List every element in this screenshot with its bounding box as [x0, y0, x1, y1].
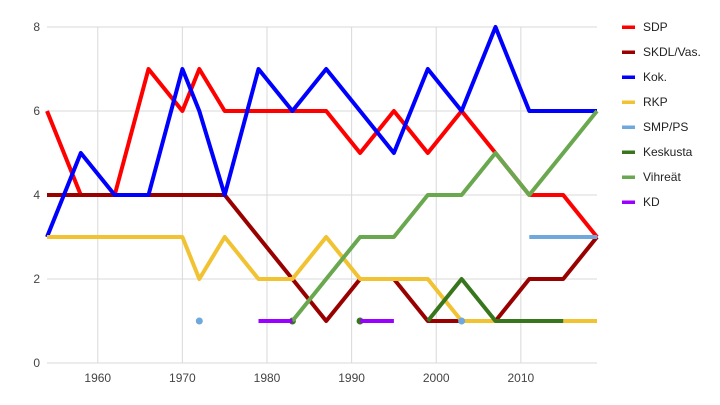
x-tick-label: 2010 [507, 371, 534, 385]
legend-swatch [622, 200, 635, 204]
legend-item[interactable]: Keskusta [622, 145, 693, 159]
data-point [458, 317, 466, 325]
legend-swatch [622, 25, 635, 29]
legend-item[interactable]: Kok. [622, 70, 667, 84]
legend-label: KD [643, 195, 660, 209]
legend-label: SKDL/Vas. [643, 45, 701, 59]
legend-label: Kok. [643, 70, 667, 84]
legend-swatch [622, 50, 635, 54]
y-tick-label: 8 [33, 20, 40, 34]
x-axis-ticks: 1960 1970 1980 1990 2000 2010 [84, 371, 534, 385]
y-tick-label: 6 [33, 104, 40, 118]
series-smp-ps [195, 235, 597, 325]
x-tick-label: 1980 [254, 371, 281, 385]
legend-label: SDP [643, 20, 668, 34]
y-tick-label: 2 [33, 272, 40, 286]
series-line [290, 109, 599, 323]
x-tick-label: 1960 [84, 371, 111, 385]
y-axis-ticks: 0 2 4 6 8 [33, 20, 40, 370]
legend: SDP SKDL/Vas. Kok. RKP SMP/PS Keskusta Vihreät… [622, 20, 701, 209]
x-tick-label: 1990 [338, 371, 365, 385]
legend-item[interactable]: SDP [622, 20, 668, 34]
series-line [47, 193, 599, 323]
series-sdp [45, 67, 599, 239]
series-line [45, 25, 597, 238]
legend-swatch [622, 150, 635, 154]
legend-item[interactable]: SMP/PS [622, 120, 688, 134]
series-layer [45, 25, 599, 325]
legend-item[interactable]: SKDL/Vas. [622, 45, 701, 59]
series-line [426, 277, 564, 323]
data-point [195, 317, 203, 325]
legend-swatch [622, 100, 635, 104]
series-skdl-vas- [47, 193, 599, 323]
legend-swatch [622, 75, 635, 79]
legend-label: Keskusta [643, 145, 693, 159]
legend-label: RKP [643, 95, 668, 109]
series-vihre-t [290, 109, 599, 323]
legend-label: SMP/PS [643, 120, 688, 134]
series-kok- [45, 25, 597, 238]
y-tick-label: 4 [33, 188, 40, 202]
y-tick-label: 0 [33, 356, 40, 370]
legend-item[interactable]: RKP [622, 95, 668, 109]
legend-item[interactable]: Vihreät [622, 170, 681, 184]
series-line [45, 67, 599, 239]
legend-swatch [622, 175, 635, 179]
x-tick-label: 1970 [169, 371, 196, 385]
legend-label: Vihreät [643, 170, 681, 184]
legend-item[interactable]: KD [622, 195, 660, 209]
legend-swatch [622, 125, 635, 129]
x-tick-label: 2000 [423, 371, 450, 385]
